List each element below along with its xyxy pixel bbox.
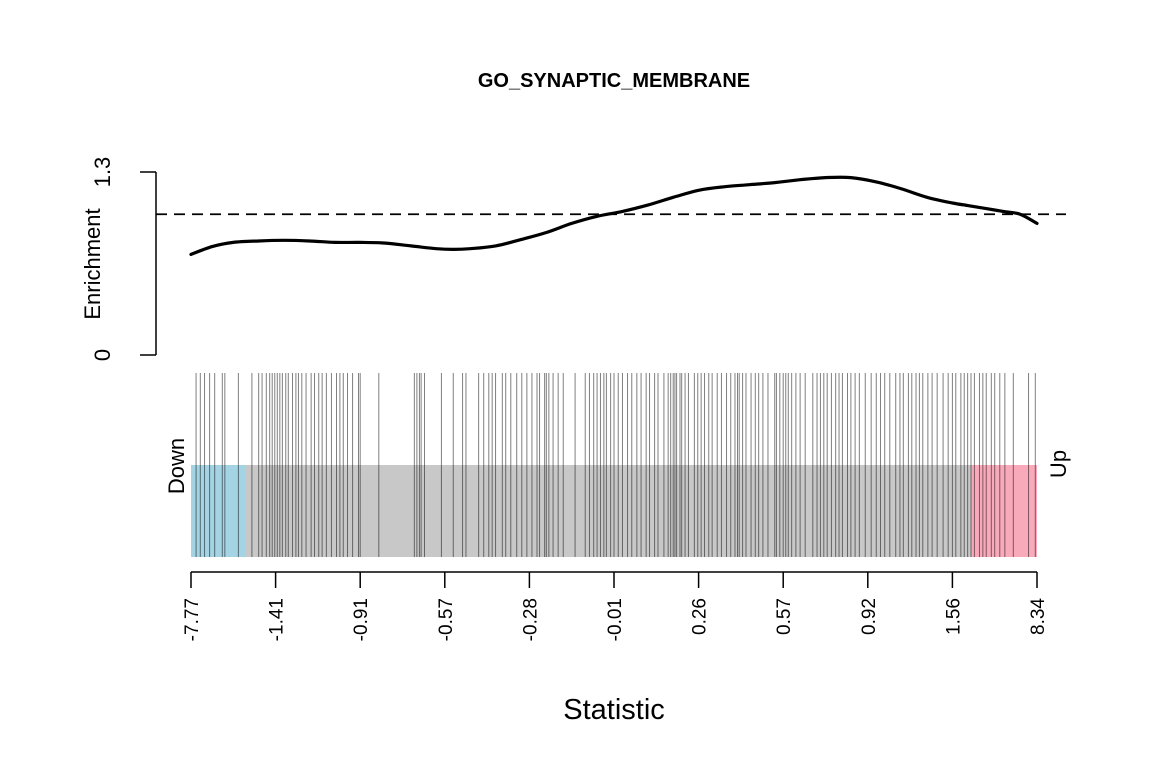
x-tick-label: 8.34 bbox=[1028, 598, 1049, 635]
up-region bbox=[971, 465, 1037, 557]
barcode-panel: Down Up bbox=[164, 373, 1071, 557]
x-tick-label: 1.56 bbox=[943, 598, 964, 635]
x-tick-label: -0.01 bbox=[605, 598, 626, 641]
enrichment-curve bbox=[189, 175, 1039, 256]
barcode-bars bbox=[195, 373, 1036, 557]
x-tick-label: 0.57 bbox=[774, 598, 795, 635]
x-tick-label: 0.92 bbox=[859, 598, 880, 635]
x-tick-label: -7.77 bbox=[182, 598, 203, 641]
x-tick-label: -0.28 bbox=[520, 598, 541, 641]
x-axis: -7.77 -1.41 -0.91 -0.57 -0.28 -0.01 0.26 0.57 0.… bbox=[182, 571, 1049, 641]
y-tick-label-top: 1.3 bbox=[90, 157, 115, 188]
down-label: Down bbox=[164, 438, 189, 494]
x-tick-label: -0.91 bbox=[351, 598, 372, 641]
y-axis-label: Enrichment bbox=[80, 208, 105, 319]
up-label: Up bbox=[1046, 450, 1071, 478]
x-axis-label: Statistic bbox=[563, 694, 665, 726]
x-tick-label: -1.41 bbox=[267, 598, 288, 641]
chart-title: GO_SYNAPTIC_MEMBRANE bbox=[478, 70, 750, 92]
y-tick-label-bottom: 0 bbox=[90, 349, 115, 361]
x-ticks: -7.77 -1.41 -0.91 -0.57 -0.28 -0.01 0.26 0.57 0.… bbox=[182, 572, 1049, 641]
x-tick-label: -0.57 bbox=[436, 598, 457, 641]
down-region bbox=[191, 465, 246, 557]
x-tick-label: 0.26 bbox=[690, 598, 711, 635]
enrichment-panel: 1.3 0 Enrichment bbox=[80, 157, 1066, 361]
